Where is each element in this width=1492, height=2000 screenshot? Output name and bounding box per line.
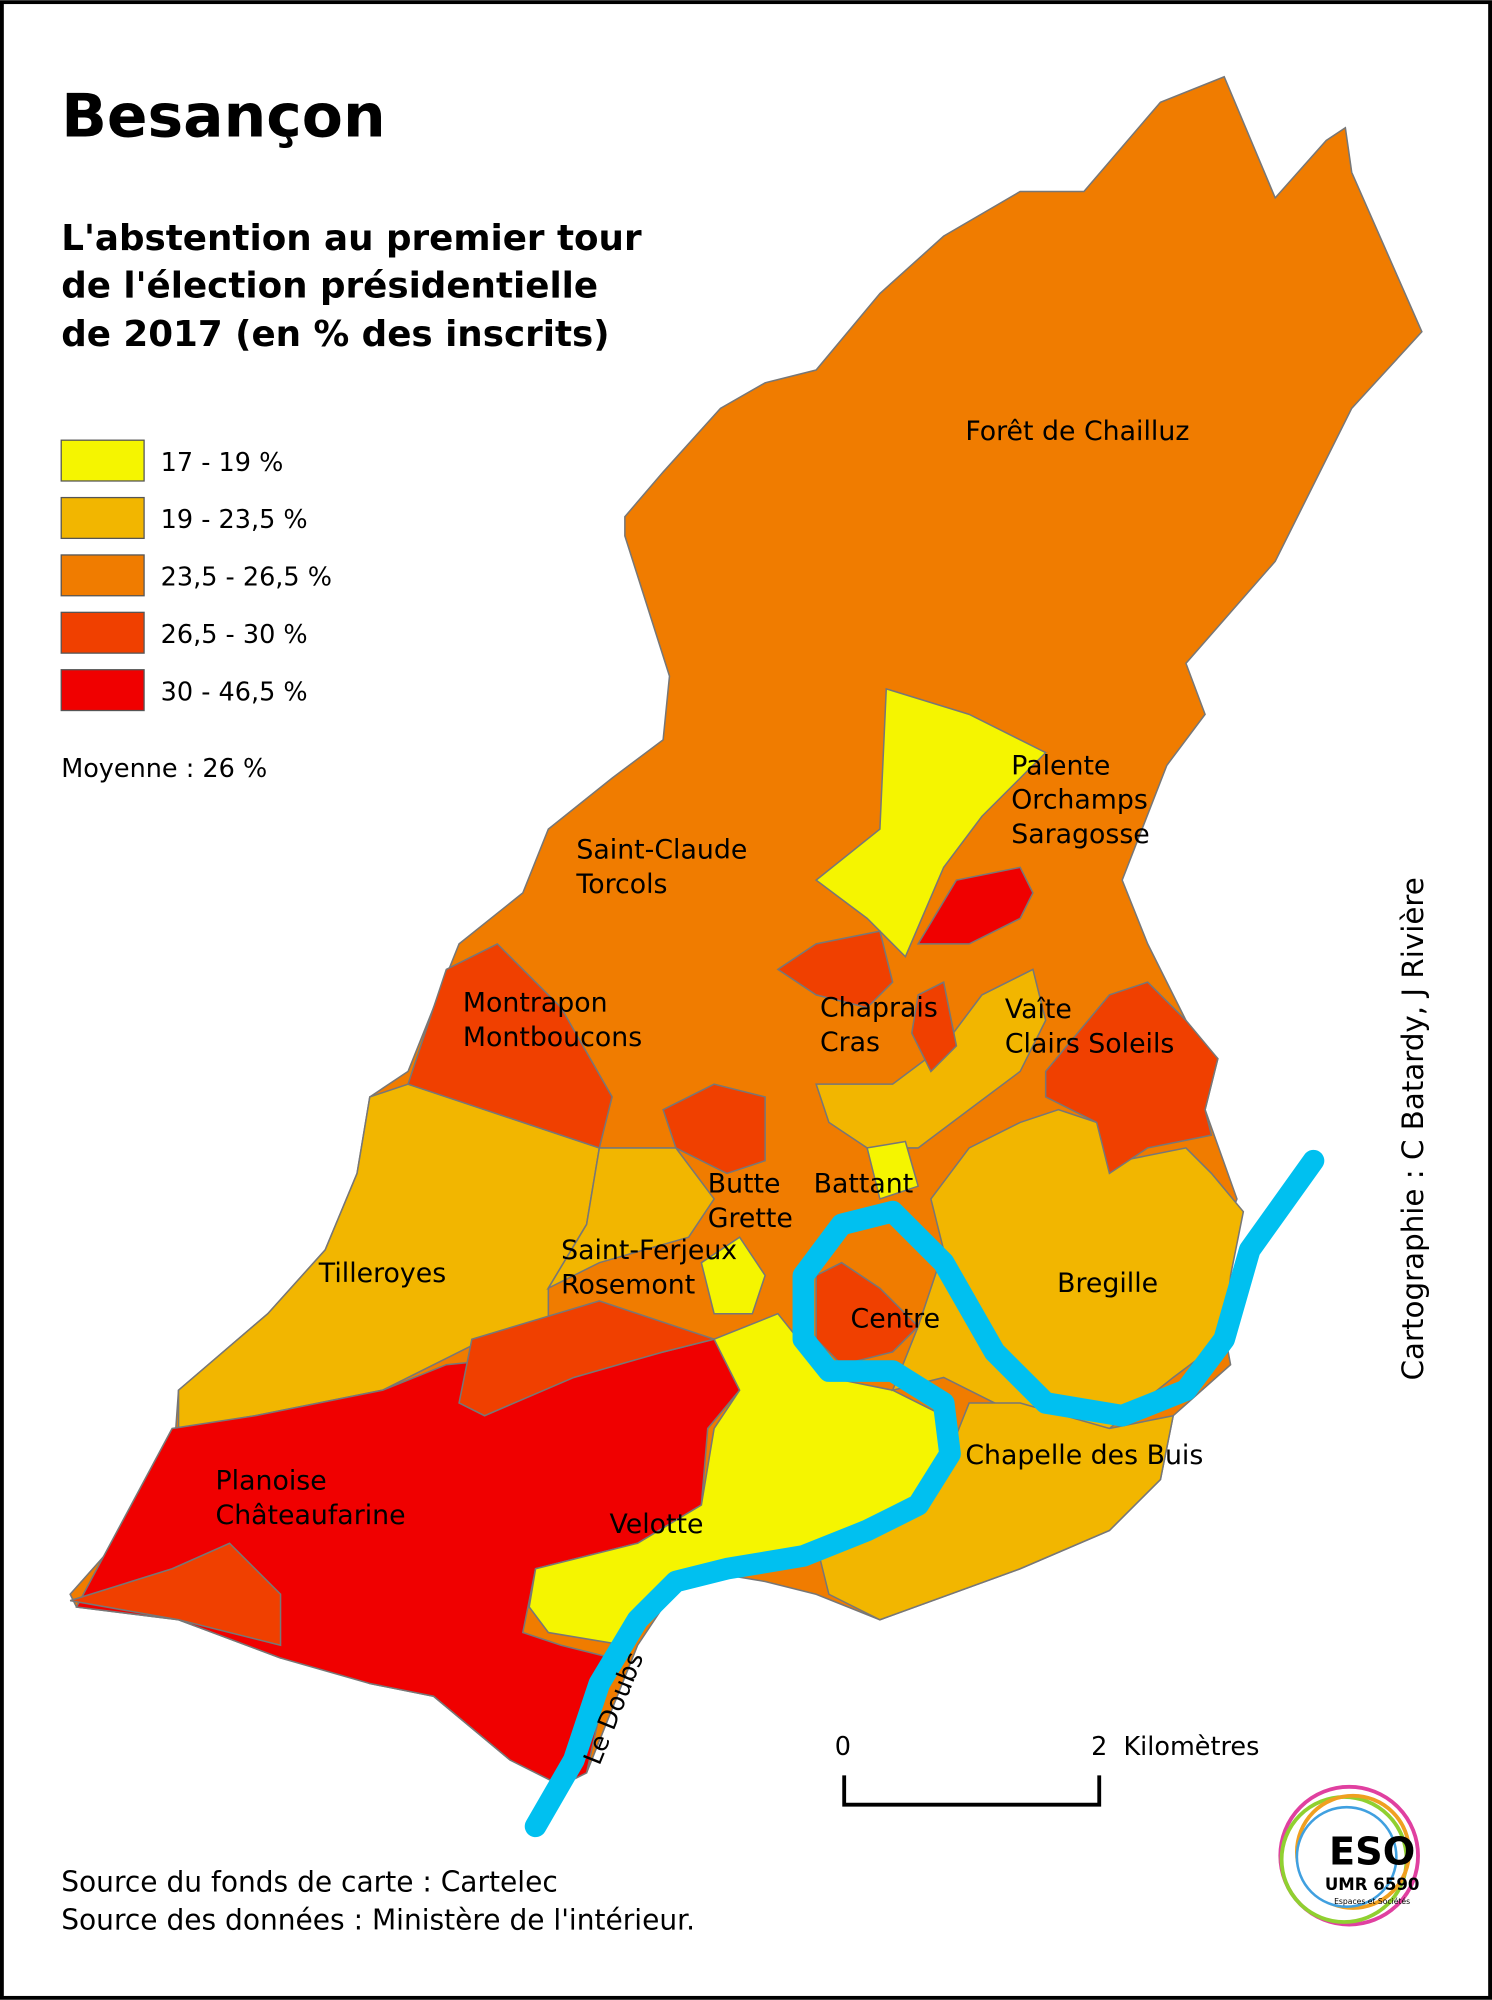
scale-unit: Kilomètres	[1123, 1732, 1259, 1762]
legend-swatch	[60, 554, 145, 597]
logo-unit: UMR 6590	[1325, 1875, 1420, 1894]
district-label: Planoise	[216, 1466, 327, 1497]
district	[69, 1542, 282, 1647]
logo-lab: Espaces et Sociétés	[1334, 1897, 1410, 1906]
district-label: Saragosse	[1011, 819, 1150, 850]
legend-label: 17 - 19 %	[161, 448, 284, 478]
scale-end: 2	[1091, 1732, 1107, 1762]
districts-layer: Le Doubs	[69, 75, 1423, 1838]
subtitle: de l'élection présidentielle	[61, 265, 598, 306]
district-label: Torcols	[575, 869, 667, 900]
title: Besançon	[61, 82, 385, 152]
district	[776, 930, 894, 1009]
district	[700, 1236, 766, 1315]
subtitle: de 2017 (en % des inscrits)	[61, 314, 609, 355]
district	[407, 942, 613, 1149]
district	[458, 1300, 717, 1417]
district	[916, 866, 1034, 945]
district-label: Battant	[814, 1169, 914, 1200]
legend-swatch	[60, 611, 145, 654]
district	[546, 1147, 716, 1291]
district	[1044, 981, 1219, 1175]
labels-layer: Forêt de Chailluz Palente OrchampsSaragoss…	[216, 416, 1204, 1540]
logo: ESO UMR 6590 Espaces et Sociétés	[1278, 1784, 1420, 1927]
district	[910, 981, 958, 1073]
district-label: Clairs Soleils	[1005, 1028, 1175, 1059]
legend-swatch	[60, 496, 145, 540]
district-label: Velotte	[610, 1509, 704, 1540]
logo-name: ESO	[1329, 1830, 1415, 1875]
legend-label: 30 - 46,5 %	[161, 677, 308, 707]
legend-label: 26,5 - 30 %	[161, 620, 308, 650]
district-label: Saint-Ferjeux	[561, 1235, 737, 1266]
scale-bar	[842, 1775, 1102, 1807]
district-label: Bregille	[1057, 1268, 1158, 1299]
district-label: Chapelle des Buis	[965, 1440, 1203, 1471]
river	[524, 1149, 1325, 1838]
district-label: Vaîte	[1005, 994, 1072, 1025]
district-label: Tilleroyes	[318, 1258, 446, 1289]
subtitle: L'abstention au premier tour	[61, 218, 642, 259]
district-label: Montrapon	[463, 987, 608, 1018]
district	[866, 1140, 920, 1200]
legend-label: 23,5 - 26,5 %	[161, 563, 332, 593]
district-label: Rosemont	[561, 1269, 695, 1300]
scale-start: 0	[835, 1732, 851, 1762]
district-label: Saint-Claude	[576, 834, 747, 865]
district	[814, 687, 1047, 958]
logo-ring	[1295, 1805, 1398, 1908]
district-label: Palente	[1011, 750, 1110, 781]
legend-label: 19 - 23,5 %	[161, 505, 308, 535]
district-label: Montboucons	[463, 1022, 642, 1053]
district-label: Orchamps	[1011, 785, 1148, 816]
source: Source des données : Ministère de l'inté…	[61, 1904, 695, 1937]
district-label: Butte	[708, 1169, 781, 1200]
district-label: Forêt de Chailluz	[965, 416, 1189, 447]
district-label: Chaprais	[820, 993, 938, 1024]
district-label: Cras	[820, 1027, 880, 1058]
credit: Cartographie : C Batardy, J Rivière	[1396, 877, 1430, 1380]
average: Moyenne : 26 %	[61, 754, 267, 784]
district-label: Grette	[708, 1203, 793, 1234]
district-label: Châteaufarine	[216, 1500, 406, 1531]
source: Source du fonds de carte : Cartelec	[61, 1865, 558, 1898]
district-label: Centre	[851, 1304, 941, 1335]
legend-swatch	[60, 439, 145, 482]
legend-swatch	[60, 669, 145, 712]
